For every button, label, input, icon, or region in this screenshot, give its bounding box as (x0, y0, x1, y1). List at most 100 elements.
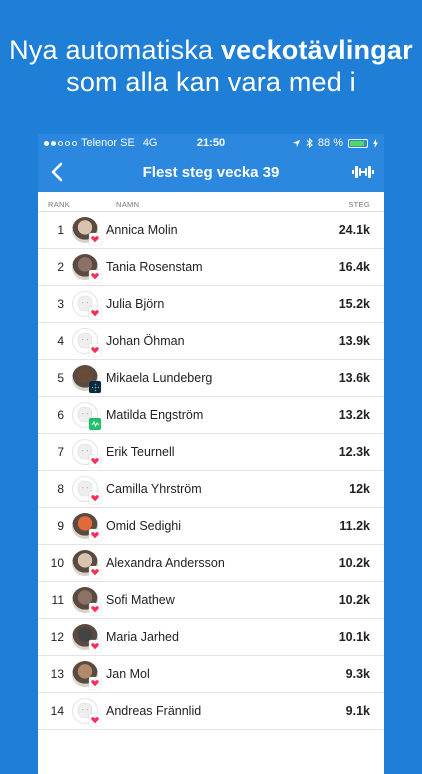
participant-name: Annica Molin (106, 223, 178, 237)
phone-screen: Telenor SE 4G 21:50 88 % Flest steg veck… (38, 134, 384, 774)
participant-name: Matilda Engström (106, 408, 204, 422)
table-row[interactable]: 5 Mikaela Lundeberg 13.6k (38, 360, 384, 397)
table-row[interactable]: 3 Julia Björn 15.2k (38, 286, 384, 323)
heart-icon (89, 714, 101, 726)
status-bar: Telenor SE 4G 21:50 88 % (38, 134, 384, 152)
rank-value: 8 (57, 482, 64, 496)
participant-name: Omid Sedighi (106, 519, 182, 533)
table-row[interactable]: 14 Andreas Frännlid 9.1k (38, 693, 384, 730)
location-icon (292, 139, 301, 147)
participant-name: Alexandra Andersson (106, 556, 225, 570)
avatar (72, 661, 101, 689)
rank-value: 1 (57, 223, 64, 237)
avatar (72, 439, 101, 467)
step-count: 15.2k (338, 297, 370, 311)
rank-value: 14 (50, 704, 64, 718)
table-row[interactable]: 11 Sofi Mathew 10.2k (38, 582, 384, 619)
participant-name: Jan Mol (106, 667, 150, 681)
participant-name: Sofi Mathew (106, 593, 175, 607)
page-title: Flest steg vecka 39 (142, 163, 280, 181)
heart-icon (89, 529, 101, 541)
carrier-label: Telenor SE (81, 137, 135, 149)
table-row[interactable]: 8 Camilla Yhrström 12k (38, 471, 384, 508)
heart-icon (89, 307, 101, 319)
participant-name: Julia Björn (106, 297, 165, 311)
headline-line-1: Nya automatiska veckotävlingar (9, 35, 413, 65)
heart-icon (89, 640, 101, 652)
participant-name: Mikaela Lundeberg (106, 371, 213, 385)
column-name: NAMN (116, 200, 140, 209)
status-time: 21:50 (196, 137, 226, 149)
avatar (72, 217, 101, 245)
step-count: 24.1k (338, 223, 370, 237)
rank-value: 6 (57, 408, 64, 422)
charging-icon (373, 138, 378, 148)
step-count: 11.2k (339, 519, 370, 533)
avatar (72, 365, 101, 393)
step-count: 10.2k (338, 593, 370, 607)
rank-value: 12 (50, 630, 64, 644)
dumbbell-icon[interactable] (352, 162, 374, 182)
bluetooth-icon (306, 138, 313, 148)
heart-icon (89, 455, 101, 467)
avatar (72, 513, 101, 541)
heart-icon (89, 270, 101, 282)
step-count: 13.2k (338, 408, 370, 422)
rank-value: 5 (57, 371, 64, 385)
avatar (72, 587, 101, 615)
battery-percent: 88 % (317, 137, 343, 149)
avatar (72, 402, 101, 430)
avatar (72, 291, 101, 319)
headline: Nya automatiska veckotävlingar som alla … (0, 34, 422, 98)
avatar (72, 624, 101, 652)
step-count: 10.1k (338, 630, 370, 644)
step-count: 10.2k (338, 556, 370, 570)
avatar (72, 254, 101, 282)
heart-icon (89, 344, 101, 356)
heart-icon (89, 233, 101, 245)
table-row[interactable]: 6 Matilda Engström 13.2k (38, 397, 384, 434)
avatar (72, 328, 101, 356)
table-row[interactable]: 10 Alexandra Andersson 10.2k (38, 545, 384, 582)
avatar (72, 476, 101, 504)
column-header: RANK NAMN STEG (38, 192, 384, 212)
step-count: 12.3k (338, 445, 370, 459)
table-row[interactable]: 4 Johan Öhman 13.9k (38, 323, 384, 360)
step-count: 16.4k (338, 260, 370, 274)
participant-name: Camilla Yhrström (106, 482, 202, 496)
table-row[interactable]: 1 Annica Molin 24.1k (38, 212, 384, 249)
heart-icon (89, 603, 101, 615)
column-steps: STEG (348, 200, 370, 209)
avatar (72, 550, 101, 578)
navigation-bar: Flest steg vecka 39 (38, 152, 384, 192)
heart-icon (89, 492, 101, 504)
step-count: 12k (349, 482, 370, 496)
participant-name: Erik Teurnell (106, 445, 175, 459)
step-count: 9.3k (345, 667, 370, 681)
table-row[interactable]: 13 Jan Mol 9.3k (38, 656, 384, 693)
step-count: 9.1k (345, 704, 370, 718)
headline-line-2: som alla kan vara med i (66, 67, 356, 97)
column-rank: RANK (48, 200, 71, 209)
participant-name: Johan Öhman (106, 334, 185, 348)
step-count: 13.9k (338, 334, 370, 348)
step-count: 13.6k (338, 371, 370, 385)
table-row[interactable]: 12 Maria Jarhed 10.1k (38, 619, 384, 656)
network-label: 4G (142, 137, 158, 149)
back-chevron-icon[interactable] (46, 160, 70, 184)
table-row[interactable]: 2 Tania Rosenstam 16.4k (38, 249, 384, 286)
rank-value: 9 (57, 519, 64, 533)
rank-value: 11 (51, 593, 64, 607)
rank-value: 10 (50, 556, 64, 570)
rank-value: 13 (50, 667, 64, 681)
participant-name: Maria Jarhed (106, 630, 179, 644)
avatar (72, 698, 101, 726)
signal-icon (44, 140, 77, 146)
table-row[interactable]: 7 Erik Teurnell 12.3k (38, 434, 384, 471)
heart-icon (89, 677, 101, 689)
rank-value: 4 (57, 334, 64, 348)
participant-name: Andreas Frännlid (106, 704, 202, 718)
rank-value: 2 (57, 260, 64, 274)
table-row[interactable]: 9 Omid Sedighi 11.2k (38, 508, 384, 545)
participant-name: Tania Rosenstam (106, 260, 203, 274)
